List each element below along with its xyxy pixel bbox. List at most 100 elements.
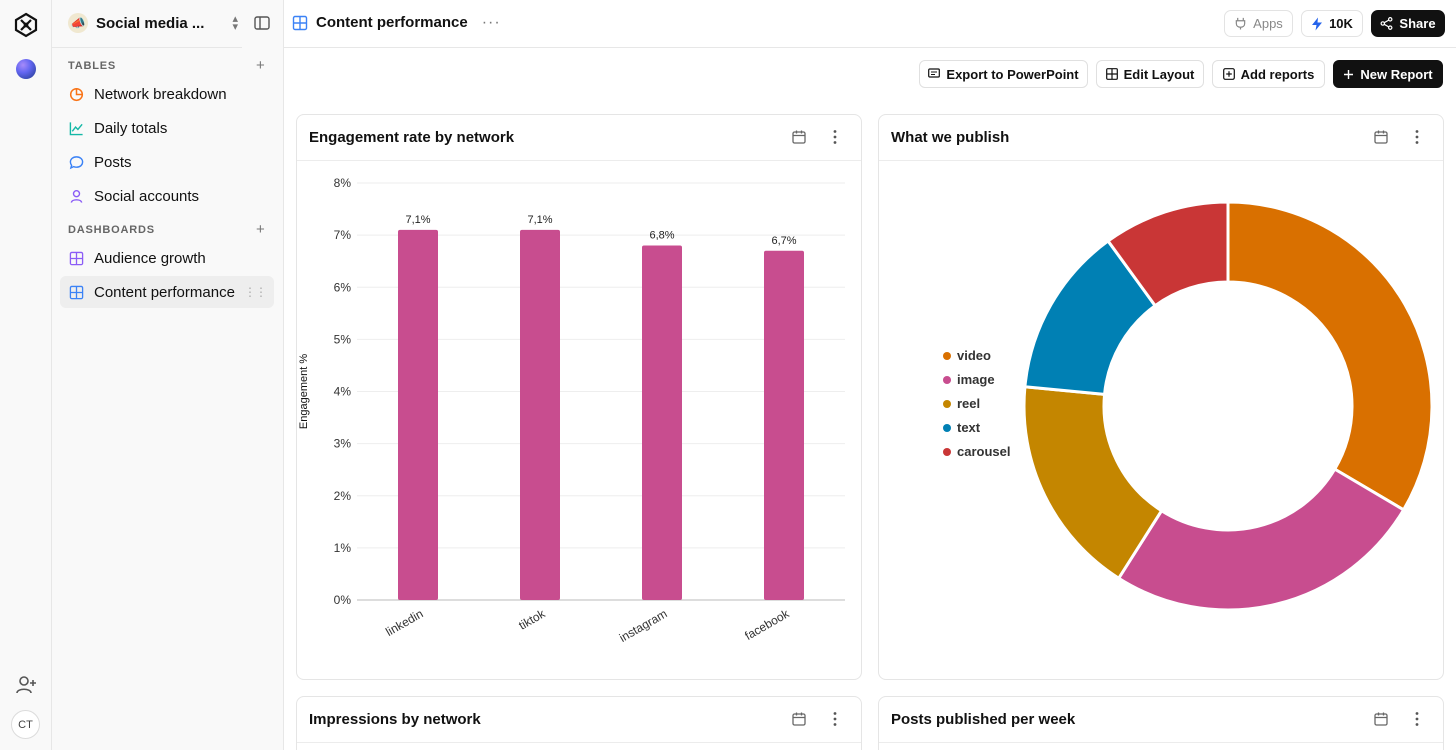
dashboard-grid-icon — [68, 250, 84, 266]
app-logo-icon[interactable] — [13, 12, 39, 38]
y-tick-label: 5% — [334, 332, 352, 346]
y-tick-label: 6% — [334, 280, 352, 294]
dashboard-grid-icon — [292, 15, 308, 30]
dashboard-grid-icon — [68, 284, 84, 300]
engagement-chart-card: Engagement rate by network 0% 1% 2% 3% 4% 5% 6… — [296, 114, 862, 680]
calendar-icon[interactable] — [1373, 711, 1389, 727]
sidebar-toggle-icon[interactable] — [253, 14, 271, 32]
section-heading-tables: TABLES — [68, 60, 116, 72]
assistant-orb-icon[interactable] — [16, 59, 36, 79]
app-rail: CT — [0, 0, 52, 750]
legend-swatch — [943, 424, 951, 432]
donut-slice-image[interactable] — [1116, 467, 1406, 612]
share-button[interactable]: Share — [1371, 10, 1445, 37]
sidebar-item-content-performance[interactable]: Content performance ⋮⋮ — [60, 276, 274, 308]
layout-grid-icon — [1105, 68, 1118, 80]
x-tick-label: tiktok — [516, 606, 548, 633]
y-axis-label: Engagement % — [298, 354, 310, 429]
card-header: What we publish — [879, 115, 1443, 161]
kebab-menu-icon[interactable] — [829, 128, 841, 146]
workspace-switcher[interactable]: 📣 Social media ... ▴ ▾ — [68, 12, 238, 34]
speech-bubble-icon — [68, 154, 84, 170]
pie-icon — [68, 86, 84, 102]
card-title: Engagement rate by network — [309, 129, 515, 146]
credits-label: 10K — [1329, 16, 1353, 31]
apps-label: Apps — [1253, 16, 1283, 31]
bar[interactable] — [764, 250, 804, 600]
bar[interactable] — [398, 229, 438, 600]
card-header: Impressions by network — [297, 697, 861, 743]
sidebar: 📣 Social media ... ▴ ▾ TABLES + Network b… — [52, 0, 284, 750]
kebab-menu-icon[interactable] — [829, 710, 841, 728]
calendar-icon[interactable] — [791, 711, 807, 727]
y-tick-label: 1% — [334, 541, 352, 555]
legend-label: reel — [957, 396, 980, 411]
line-chart-icon — [68, 120, 84, 136]
credits-button[interactable]: 10K — [1301, 10, 1363, 37]
bar[interactable] — [520, 229, 560, 600]
y-tick-label: 2% — [334, 489, 352, 503]
apps-button[interactable]: Apps — [1224, 10, 1293, 37]
bar[interactable] — [642, 245, 682, 601]
sidebar-item-label: Network breakdown — [94, 85, 227, 103]
sidebar-item-audience-growth[interactable]: Audience growth — [60, 242, 274, 274]
sidebar-divider — [52, 47, 242, 48]
donut-slice-carousel[interactable] — [1105, 200, 1230, 308]
bar-data-label: 7,1% — [405, 214, 430, 226]
y-tick-label: 4% — [334, 385, 352, 399]
y-tick-label: 7% — [334, 228, 352, 242]
x-tick-label: linkedin — [383, 606, 425, 638]
export-powerpoint-button[interactable]: Export to PowerPoint — [919, 60, 1088, 88]
chevron-updown-icon: ▴ ▾ — [232, 13, 238, 33]
more-options-icon[interactable]: ··· — [481, 13, 501, 31]
x-tick-label: instagram — [617, 606, 670, 644]
card-title: What we publish — [891, 129, 1010, 146]
legend-label: image — [957, 372, 995, 387]
legend-label: video — [957, 348, 991, 363]
export-label: Export to PowerPoint — [946, 66, 1079, 82]
page-title: Content performance — [316, 14, 468, 31]
add-table-icon[interactable]: + — [256, 57, 265, 74]
add-dashboard-icon[interactable]: + — [256, 221, 265, 238]
calendar-icon[interactable] — [791, 129, 807, 145]
legend-swatch — [943, 448, 951, 456]
plug-icon — [1234, 17, 1247, 30]
sidebar-item-daily-totals[interactable]: Daily totals — [60, 112, 274, 144]
add-reports-label: Add reports — [1240, 66, 1315, 82]
calendar-icon[interactable] — [1373, 129, 1389, 145]
kebab-menu-icon[interactable] — [1411, 710, 1423, 728]
legend-swatch — [943, 400, 951, 408]
sidebar-item-label: Daily totals — [94, 119, 168, 137]
add-reports-button[interactable]: Add reports — [1212, 60, 1325, 88]
y-tick-label: 3% — [334, 437, 352, 451]
donut-slice-video[interactable] — [1226, 200, 1434, 512]
card-header: Engagement rate by network — [297, 115, 861, 161]
y-tick-label: 0% — [334, 593, 352, 607]
card-title: Impressions by network — [309, 711, 481, 728]
lightning-icon — [1311, 17, 1323, 31]
sidebar-item-network-breakdown[interactable]: Network breakdown — [60, 78, 274, 110]
invite-user-icon[interactable] — [14, 673, 38, 697]
user-avatar[interactable]: CT — [11, 710, 40, 739]
sidebar-item-label: Posts — [94, 153, 132, 171]
new-report-button[interactable]: New Report — [1333, 60, 1443, 88]
x-tick-label: facebook — [742, 606, 792, 643]
legend-label: text — [957, 420, 981, 435]
plus-square-icon — [1222, 68, 1235, 80]
breadcrumb: Content performance ··· — [292, 14, 501, 31]
edit-layout-button[interactable]: Edit Layout — [1096, 60, 1204, 88]
person-icon — [68, 188, 84, 204]
sidebar-item-social-accounts[interactable]: Social accounts — [60, 180, 274, 212]
sidebar-item-posts[interactable]: Posts — [60, 146, 274, 178]
y-tick-label: 8% — [334, 176, 352, 190]
drag-handle-icon[interactable]: ⋮⋮ — [244, 285, 267, 299]
section-heading-dashboards: DASHBOARDS — [68, 224, 155, 236]
kebab-menu-icon[interactable] — [1411, 128, 1423, 146]
presentation-icon — [928, 68, 941, 80]
donut-chart: video image reel text carousel — [943, 200, 1434, 612]
bar-chart: 0% 1% 2% 3% 4% 5% 6% 7% 8% Engagement % 7,1% linked… — [298, 176, 845, 645]
top-bar: Content performance ··· Apps 10K Share — [254, 0, 1456, 48]
bar-data-label: 6,8% — [649, 230, 674, 242]
posts-per-week-chart-card: Posts published per week — [878, 696, 1444, 750]
